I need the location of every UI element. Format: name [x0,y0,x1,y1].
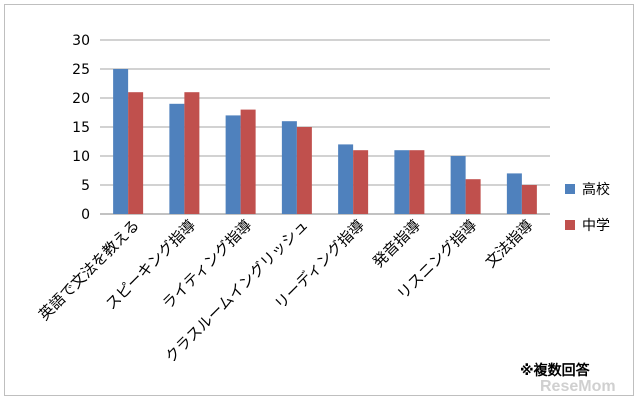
y-tick-label: 0 [81,207,90,223]
bar-high-school [281,121,297,214]
multiple-answers-note: ※複数回答 [520,363,590,379]
y-tick-label: 30 [72,33,90,49]
bar-junior-high [521,185,537,214]
y-tick-label: 15 [72,120,90,136]
legend-label-junior-high: 中学 [582,218,610,234]
legend-item-junior-high: 中学 [565,214,610,236]
y-tick-label: 10 [72,149,90,165]
legend-swatch-junior-high [565,220,575,230]
x-tick-label: 文法指導 [482,216,537,271]
bar-high-school [169,103,185,214]
legend-label-high-school: 高校 [582,182,610,198]
bar-junior-high [128,92,144,214]
bar-high-school [506,173,522,214]
bar-junior-high [353,150,369,214]
legend-item-high-school: 高校 [565,178,610,200]
bar-high-school [225,115,241,214]
bar-junior-high [465,179,481,214]
bar-high-school [113,69,129,214]
legend-swatch-high-school [565,184,575,194]
bar-junior-high [240,109,256,214]
y-tick-label: 25 [72,62,90,78]
bar-high-school [450,156,466,214]
bar-junior-high [296,127,312,214]
bar-junior-high [409,150,425,214]
watermark-logo: ReseMom [540,378,616,395]
bar-high-school [338,144,354,214]
y-tick-label: 20 [72,91,90,107]
x-tick-label: 発音指導 [369,216,424,271]
legend: 高校 中学 [565,178,610,250]
x-tick-label: 英語で文法を教える [35,216,143,324]
y-tick-label: 5 [81,178,90,194]
bar-junior-high [184,92,200,214]
bar-high-school [394,150,410,214]
